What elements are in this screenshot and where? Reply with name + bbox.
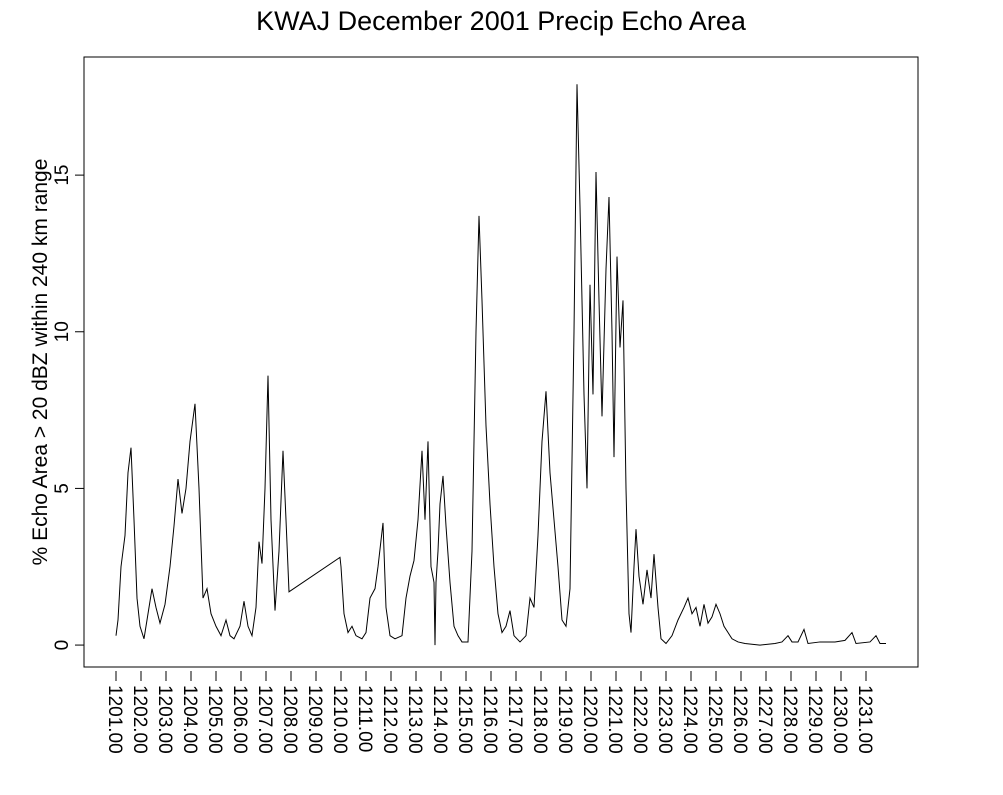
plot-frame: [83, 56, 919, 668]
y-axis-label: % Echo Area > 20 dBZ within 240 km range: [29, 159, 52, 566]
x-tick-label: 1218.00: [529, 685, 550, 754]
x-tick-label: 1209.00: [304, 685, 325, 754]
x-tick-label: 1203.00: [154, 685, 175, 754]
x-tick-label: 1227.00: [754, 685, 775, 754]
x-tick-label: 1225.00: [704, 685, 725, 754]
x-tick-label: 1210.00: [329, 685, 350, 754]
x-tick-label: 1214.00: [429, 685, 450, 754]
x-tick-label: 1204.00: [179, 685, 200, 754]
x-tick-label: 1206.00: [229, 685, 250, 754]
x-tick-label: 1215.00: [454, 685, 475, 754]
x-tick-label: 1213.00: [404, 685, 425, 754]
data-line: [115, 84, 886, 646]
x-tick-label: 1224.00: [679, 685, 700, 754]
y-tick-label: 5: [52, 483, 73, 494]
x-tick-label: 1208.00: [279, 685, 300, 754]
x-tick-label: 1229.00: [804, 685, 825, 754]
x-tick-label: 1222.00: [629, 685, 650, 754]
y-tick-label: 10: [52, 321, 73, 342]
x-tick-label: 1205.00: [204, 685, 225, 754]
x-tick-label: 1207.00: [254, 685, 275, 754]
x-tick-label: 1228.00: [779, 685, 800, 754]
x-tick-label: 1231.00: [854, 685, 875, 754]
x-tick-label: 1220.00: [579, 685, 600, 754]
x-tick-label: 1202.00: [129, 685, 150, 754]
x-tick-label: 1230.00: [829, 685, 850, 754]
chart-title: KWAJ December 2001 Precip Echo Area: [256, 6, 747, 36]
x-tick-label: 1219.00: [554, 685, 575, 754]
x-tick-label: 1217.00: [504, 685, 525, 754]
y-tick-label: 15: [52, 165, 73, 186]
x-tick-label: 1201.00: [104, 685, 125, 754]
x-tick-label: 1223.00: [654, 685, 675, 754]
x-tick-label: 1211.00: [354, 685, 375, 752]
y-tick-label: 0: [52, 640, 73, 651]
x-tick-label: 1212.00: [379, 685, 400, 754]
x-tick-label: 1216.00: [479, 685, 500, 754]
x-tick-label: 1221.00: [604, 685, 625, 754]
x-tick-label: 1226.00: [729, 685, 750, 754]
